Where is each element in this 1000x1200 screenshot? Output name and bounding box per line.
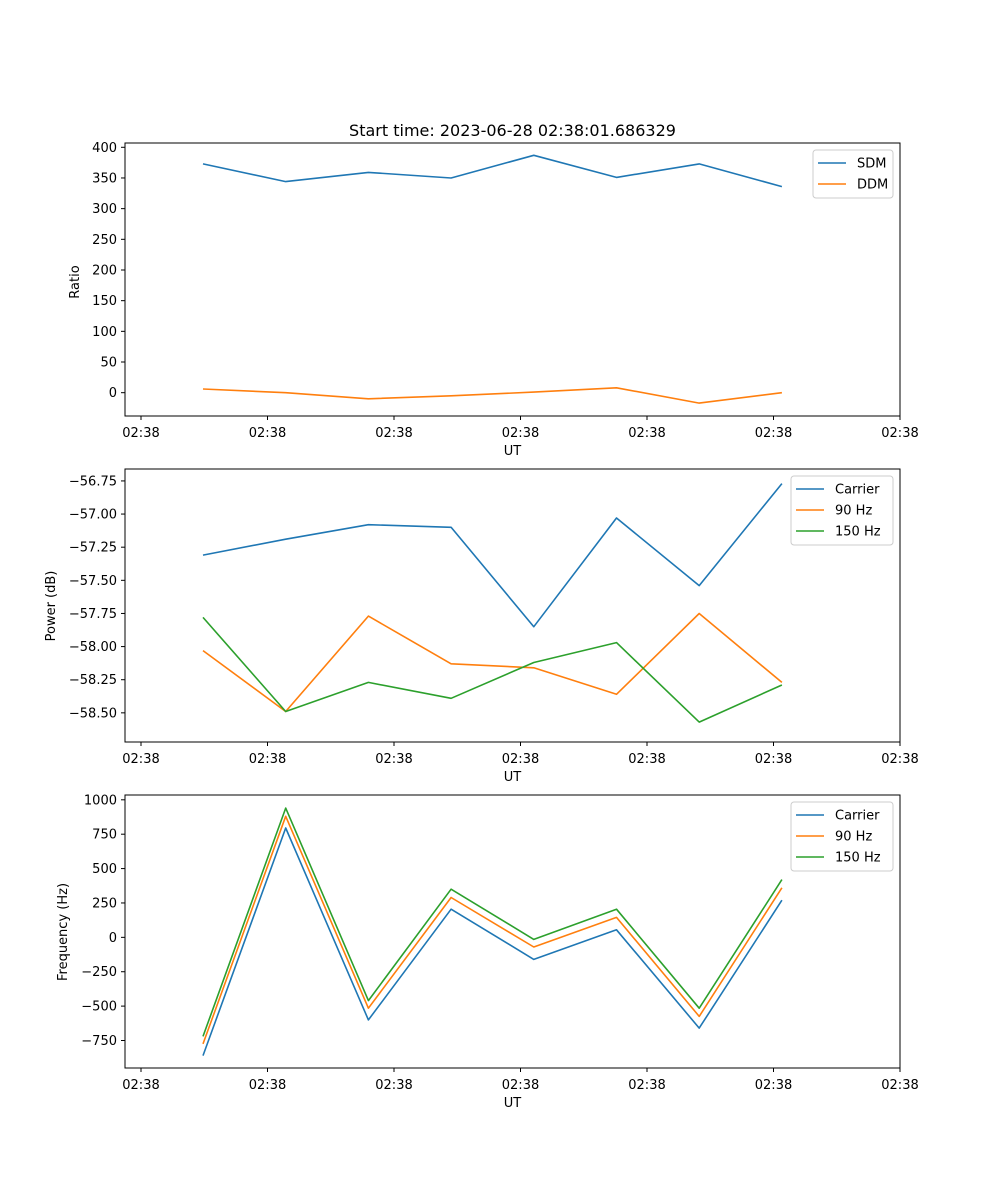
x-tick-label: 02:38 xyxy=(249,426,286,441)
x-tick-label: 02:38 xyxy=(502,752,539,767)
x-tick-label: 02:38 xyxy=(502,1078,539,1093)
y-tick-label: −57.75 xyxy=(69,607,117,622)
y-tick-label: 350 xyxy=(92,171,117,186)
plot-frame-power xyxy=(124,468,901,743)
y-tick-label: 500 xyxy=(92,862,117,877)
legend-entry: Carrier xyxy=(835,809,880,824)
x-tick-label: 02:38 xyxy=(755,1078,792,1093)
legend-power: Carrier 90 Hz 150 Hz xyxy=(790,475,894,546)
series-line-150-hz xyxy=(202,807,783,1037)
plot-frame-frequency xyxy=(124,794,901,1069)
y-tick-label: −57.00 xyxy=(69,508,117,523)
y-tick-label: 250 xyxy=(92,233,117,248)
y-tick-label: 50 xyxy=(100,356,117,371)
y-tick-label: −56.75 xyxy=(69,474,117,489)
y-tick-label: −57.50 xyxy=(69,574,117,589)
x-axis-label-frequency: UT xyxy=(504,1096,522,1111)
y-tick-label: 750 xyxy=(92,828,117,843)
x-tick-label: 02:38 xyxy=(628,1078,665,1093)
x-tick-label: 02:38 xyxy=(881,1078,918,1093)
y-axis-label-ratio: Ratio xyxy=(68,265,83,298)
legend-box xyxy=(790,801,894,872)
x-axis-label-ratio: UT xyxy=(504,444,522,459)
series-line-carrier xyxy=(202,483,783,628)
y-tick-label: −500 xyxy=(81,1000,117,1015)
y-axis-label-power: Power (dB) xyxy=(44,571,59,642)
x-tick-label: 02:38 xyxy=(628,752,665,767)
legend-frequency: Carrier 90 Hz 150 Hz xyxy=(790,801,894,872)
y-tick-label: −58.25 xyxy=(69,673,117,688)
legend-entry: 90 Hz xyxy=(835,830,872,845)
legend-entry: DDM xyxy=(857,178,888,193)
series-line-90-hz xyxy=(202,612,783,713)
panel-frequency: −750 −500 −250 0 250 500 750 1000 02:38 02:38 02:… xyxy=(56,793,919,1111)
y-tick-label: −250 xyxy=(81,965,117,980)
y-tick-label: 250 xyxy=(92,896,117,911)
legend-box xyxy=(812,149,894,199)
legend-entry: Carrier xyxy=(835,483,880,498)
x-tick-label: 02:38 xyxy=(249,752,286,767)
x-tick-label: 02:38 xyxy=(881,752,918,767)
series-line-150-hz xyxy=(202,616,783,723)
y-ticks-frequency: −750 −500 −250 0 250 500 750 1000 xyxy=(81,793,125,1049)
panel-power: −58.50 −58.25 −58.00 −57.75 −57.50 −57.25 −57.… xyxy=(44,468,919,785)
x-tick-label: 02:38 xyxy=(375,1078,412,1093)
x-tick-label: 02:38 xyxy=(628,426,665,441)
x-tick-label: 02:38 xyxy=(122,1078,159,1093)
y-tick-label: −58.50 xyxy=(69,706,117,721)
y-tick-label: 400 xyxy=(92,141,117,156)
x-tick-label: 02:38 xyxy=(375,752,412,767)
legend-entry: SDM xyxy=(857,157,886,172)
series-line-90-hz xyxy=(202,815,783,1045)
chart-title: Start time: 2023-06-28 02:38:01.686329 xyxy=(349,121,676,140)
x-axis-label-power: UT xyxy=(504,770,522,785)
plot-frame-ratio xyxy=(124,142,901,417)
y-tick-label: −58.00 xyxy=(69,640,117,655)
legend-box xyxy=(790,475,894,546)
legend-entry: 150 Hz xyxy=(835,851,881,866)
y-tick-label: −57.25 xyxy=(69,541,117,556)
y-axis-label-frequency: Frequency (Hz) xyxy=(56,883,71,981)
x-tick-label: 02:38 xyxy=(122,752,159,767)
x-tick-label: 02:38 xyxy=(881,426,918,441)
x-tick-label: 02:38 xyxy=(502,426,539,441)
y-tick-label: 100 xyxy=(92,325,117,340)
legend-ratio: SDM DDM xyxy=(812,149,894,199)
y-tick-label: 200 xyxy=(92,263,117,278)
legend-entry: 150 Hz xyxy=(835,525,881,540)
y-tick-label: 0 xyxy=(109,931,117,946)
series-line-ddm xyxy=(202,386,782,404)
x-tick-label: 02:38 xyxy=(122,426,159,441)
series-frequency xyxy=(202,807,783,1056)
y-ticks-ratio: 0 50 100 150 200 250 300 350 400 xyxy=(92,141,125,401)
series-ratio xyxy=(202,154,783,404)
y-tick-label: 1000 xyxy=(84,793,117,808)
x-tick-label: 02:38 xyxy=(755,752,792,767)
y-ticks-power: −58.50 −58.25 −58.00 −57.75 −57.50 −57.25 −57.… xyxy=(69,474,125,721)
y-tick-label: 0 xyxy=(109,386,117,401)
series-line-carrier xyxy=(202,827,783,1056)
x-tick-label: 02:38 xyxy=(375,426,412,441)
series-power xyxy=(202,483,783,723)
y-tick-label: 150 xyxy=(92,294,117,309)
x-tick-label: 02:38 xyxy=(249,1078,286,1093)
series-line-sdm xyxy=(202,154,783,188)
y-tick-label: 300 xyxy=(92,202,117,217)
legend-entry: 90 Hz xyxy=(835,504,872,519)
y-tick-label: −750 xyxy=(81,1034,117,1049)
panel-ratio: Start time: 2023-06-28 02:38:01.686329 0… xyxy=(68,121,919,459)
x-tick-label: 02:38 xyxy=(755,426,792,441)
